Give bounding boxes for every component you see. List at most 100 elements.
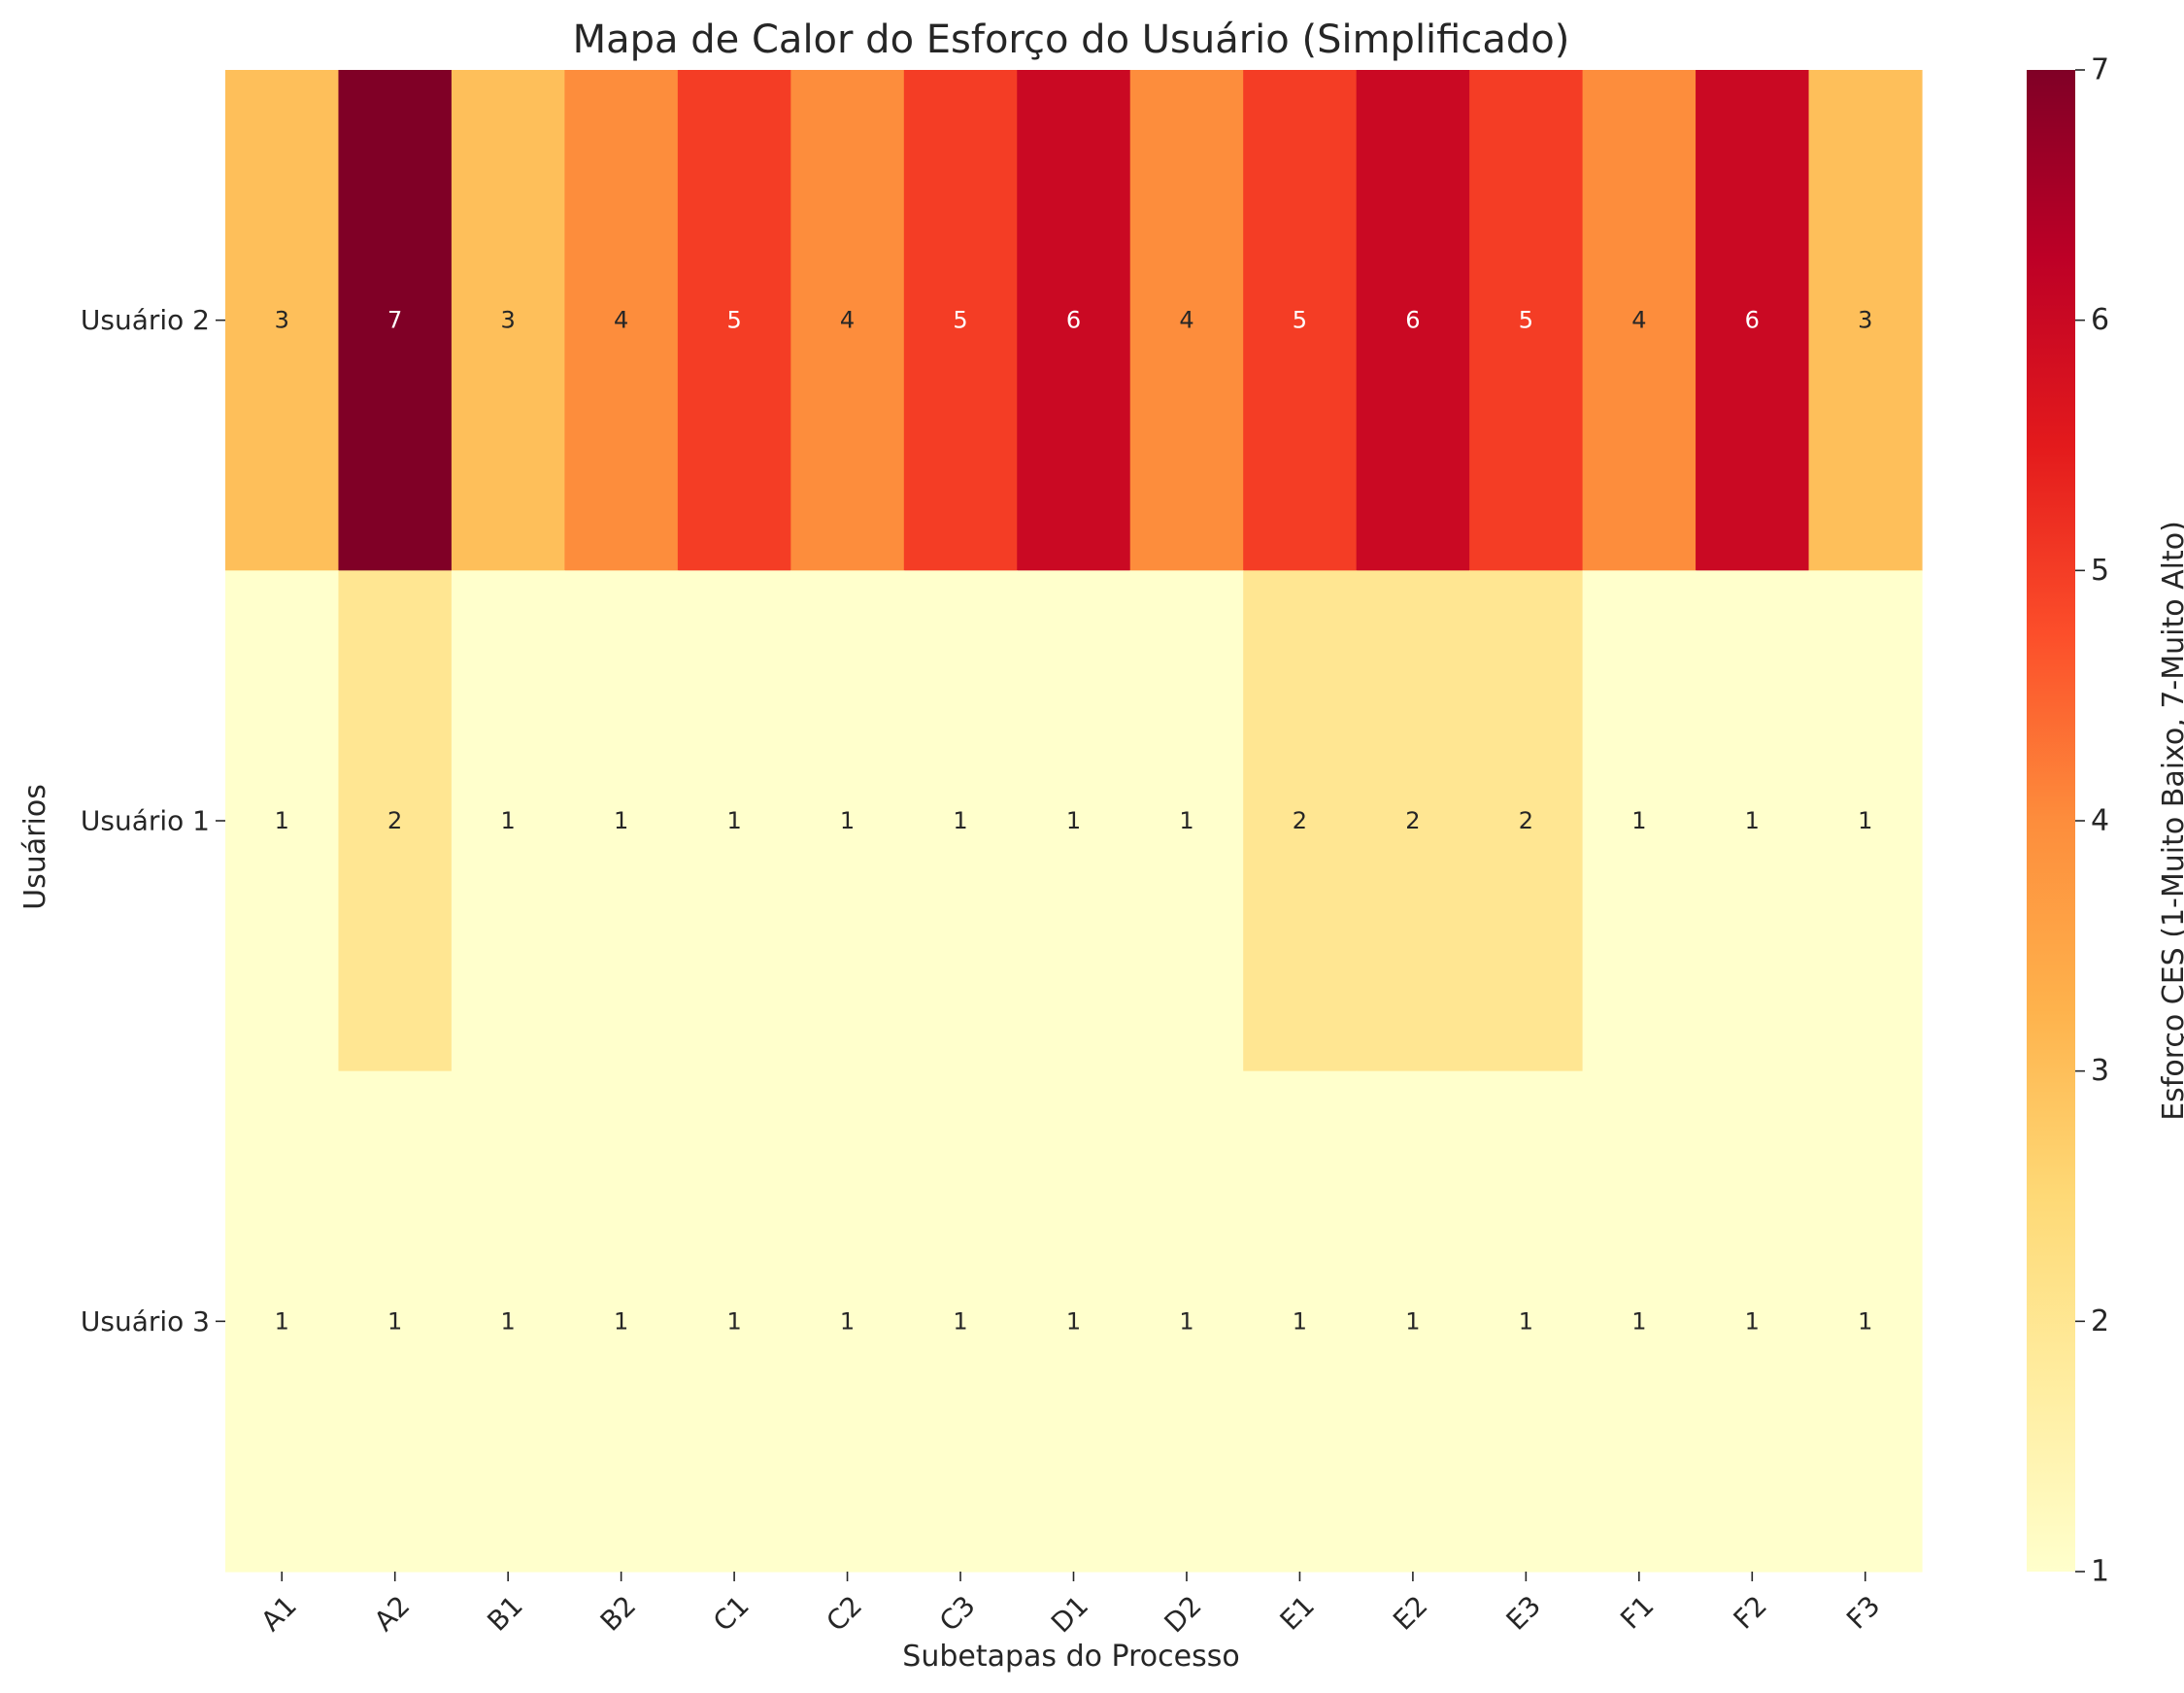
cell-value-label: 1 <box>1066 1307 1081 1335</box>
heatmap-cell <box>1356 70 1470 571</box>
cell-value-label: 1 <box>1066 807 1081 834</box>
cell-value-label: 5 <box>1519 307 1533 334</box>
x-tick-label: F1 <box>1614 1589 1660 1635</box>
heatmap-cell <box>1696 570 1810 1072</box>
x-tick-label: C2 <box>820 1589 868 1638</box>
heatmap-cell <box>1808 70 1923 571</box>
cell-value-label: 1 <box>1179 1307 1193 1335</box>
cell-value-label: 5 <box>953 307 967 334</box>
x-axis-label: Subetapas do Processo <box>902 1640 1239 1674</box>
heatmap-cell <box>790 70 905 571</box>
heatmap-cell <box>1469 70 1584 571</box>
cell-value-label: 1 <box>387 1307 402 1335</box>
heatmap-cell <box>225 570 340 1072</box>
heatmap-cell <box>790 1070 905 1573</box>
cell-value-label: 3 <box>501 307 516 334</box>
cell-value-label: 6 <box>1066 307 1081 334</box>
cell-value-label: 1 <box>1179 807 1193 834</box>
heatmap-cell <box>1469 1070 1584 1573</box>
cell-value-label: 1 <box>614 1307 628 1335</box>
y-axis-ticks: Usuário 2 Usuário 1 Usuário 3 <box>81 304 225 1337</box>
cell-value-label: 7 <box>387 307 402 334</box>
x-axis-ticks: A1 A2 B1 B2 C1 C2 C3 D1 D2 E1 E2 E3 F1 F2 F3 <box>254 1572 1886 1640</box>
heatmap-cell <box>1129 570 1244 1072</box>
colorbar-tick-label: 1 <box>2091 1555 2109 1589</box>
heatmap-cell <box>564 70 679 571</box>
x-tick-label: E1 <box>1274 1589 1321 1636</box>
cell-value-label: 1 <box>501 807 516 834</box>
x-tick-label: B1 <box>481 1589 529 1638</box>
heatmap-cell <box>225 1070 340 1573</box>
heatmap-cells <box>225 70 1923 1573</box>
x-tick-label: B2 <box>594 1589 643 1638</box>
cell-value-label: 2 <box>1519 807 1533 834</box>
x-tick-label: C3 <box>933 1589 982 1638</box>
cell-value-label: 1 <box>1745 807 1760 834</box>
colorbar-tick-label: 5 <box>2091 554 2109 588</box>
x-tick-label: A1 <box>254 1589 302 1637</box>
heatmap-cell <box>451 1070 565 1573</box>
x-tick-label: F3 <box>1840 1589 1886 1635</box>
heatmap-cell <box>1017 70 1131 571</box>
cell-value-label: 2 <box>1293 807 1307 834</box>
heatmap-cell <box>903 70 1018 571</box>
x-tick-label: E2 <box>1387 1589 1433 1636</box>
heatmap-cell <box>338 570 453 1072</box>
colorbar-tick-label: 4 <box>2091 804 2109 838</box>
cell-value-label: 4 <box>614 307 628 334</box>
cell-value-label: 1 <box>953 1307 967 1335</box>
cell-value-label: 1 <box>275 1307 289 1335</box>
heatmap-cell <box>1017 1070 1131 1573</box>
cell-value-label: 3 <box>275 307 289 334</box>
y-tick-label: Usuário 3 <box>81 1305 210 1337</box>
cell-value-label: 1 <box>1858 807 1872 834</box>
x-tick-label: D2 <box>1158 1589 1207 1639</box>
cell-value-label: 1 <box>1405 1307 1420 1335</box>
heatmap-cell <box>1696 70 1810 571</box>
cell-value-label: 3 <box>1858 307 1872 334</box>
heatmap-cell <box>1129 70 1244 571</box>
heatmap-cell <box>1243 70 1358 571</box>
cell-value-label: 1 <box>1631 807 1646 834</box>
cell-value-label: 4 <box>840 307 855 334</box>
heatmap-cell <box>564 570 679 1072</box>
chart-title: Mapa de Calor do Esforço do Usuário (Sim… <box>573 17 1570 62</box>
cell-value-label: 2 <box>387 807 402 834</box>
heatmap-cell <box>1696 1070 1810 1573</box>
heatmap-cell <box>338 1070 453 1573</box>
heatmap-cell <box>1356 570 1470 1072</box>
heatmap-cell <box>1356 1070 1470 1573</box>
colorbar-tick-label: 6 <box>2091 303 2109 337</box>
cell-value-label: 1 <box>275 807 289 834</box>
heatmap-cell <box>1469 570 1584 1072</box>
colorbar-ticks: 1 2 3 4 5 6 7 <box>2075 53 2109 1589</box>
colorbar-tick-label: 3 <box>2091 1054 2109 1088</box>
heatmap-cell <box>1582 1070 1697 1573</box>
heatmap-cell <box>1582 70 1697 571</box>
cell-value-label: 5 <box>726 307 741 334</box>
cell-value-label: 5 <box>1293 307 1307 334</box>
cell-value-label: 4 <box>1631 307 1646 334</box>
y-tick-label: Usuário 2 <box>81 304 210 336</box>
heatmap-cell <box>903 1070 1018 1573</box>
colorbar-tick-label: 7 <box>2091 53 2109 87</box>
cell-value-label: 1 <box>840 1307 855 1335</box>
cell-value-label: 6 <box>1745 307 1760 334</box>
cell-value-label: 1 <box>953 807 967 834</box>
x-tick-label: D1 <box>1045 1589 1094 1639</box>
heatmap-cell <box>1808 570 1923 1072</box>
cell-value-label: 1 <box>1293 1307 1307 1335</box>
cell-value-label: 1 <box>614 807 628 834</box>
cell-value-label: 1 <box>840 807 855 834</box>
heatmap-cell <box>677 70 791 571</box>
heatmap-cell <box>451 70 565 571</box>
heatmap-cell <box>1017 570 1131 1072</box>
heatmap-cell <box>564 1070 679 1573</box>
x-tick-label: A2 <box>368 1589 416 1637</box>
cell-value-label: 2 <box>1405 807 1420 834</box>
heatmap-cell <box>338 70 453 571</box>
cell-value-label: 1 <box>726 807 741 834</box>
cell-value-label: 1 <box>501 1307 516 1335</box>
heatmap-cell <box>1582 570 1697 1072</box>
